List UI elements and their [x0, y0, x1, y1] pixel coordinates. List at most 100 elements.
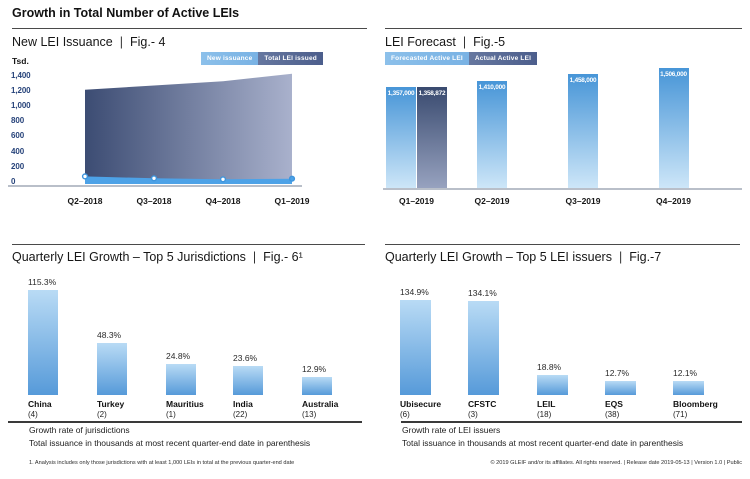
legend-chip-forecasted-active-lei: Forecasted Active LEI: [385, 52, 469, 65]
fig5-bar-actual-q1: 1,358,872: [417, 87, 447, 188]
fig7-title-text: Quarterly LEI Growth – Top 5 LEI issuers: [385, 250, 612, 264]
fig7-title: Quarterly LEI Growth – Top 5 LEI issuers…: [385, 250, 661, 264]
fig5-bar-forecast-q1: 1,357,000: [386, 87, 416, 188]
fig5-x-label: Q2–2019: [474, 196, 510, 206]
fig7-value-label: 134.9%: [400, 287, 429, 297]
fig7-bar-bloomberg: [673, 381, 704, 395]
fig6-caption-line1: Growth rate of jurisdictions: [29, 425, 130, 435]
fig7-value-label: 18.8%: [537, 362, 562, 373]
fig7-category-label: EQS: [605, 399, 623, 409]
fig6-category-label: India: [233, 399, 253, 409]
fig5-bar-forecast-q1-value: 1,357,000: [387, 90, 415, 98]
fig4-new-issuance-area: [85, 176, 292, 184]
fig7-category-sublabel: (38): [605, 410, 620, 419]
fig5-bar-forecast-q2-value: 1,410,000: [478, 83, 506, 91]
fig6-category-sublabel: (2): [97, 410, 107, 419]
fig4-y-tick: 1,200: [11, 85, 31, 95]
fig7-category-label: Bloomberg: [673, 399, 718, 409]
fig7-category-sublabel: (71): [673, 410, 688, 419]
fig7-category-label: Ubisecure: [400, 399, 442, 409]
fig6-value-label: 115.3%: [28, 277, 57, 287]
fig7-fig-label: Fig.-7: [629, 250, 662, 264]
fig5-bar-forecast-q2: 1,410,000: [477, 80, 507, 188]
fig5-title: LEI Forecast | Fig.-5: [385, 35, 505, 49]
fig5-bar-actual-q1-value: 1,358,872: [418, 90, 446, 97]
fig5-title-text: LEI Forecast: [385, 35, 456, 49]
fig4-x-label: Q2–2018: [67, 196, 103, 206]
fig4-data-marker: [81, 173, 89, 180]
fig4-y-tick: 400: [11, 146, 25, 156]
fig4-total-lei-area: [85, 73, 292, 184]
pipe-separator: |: [252, 250, 257, 264]
fig4-x-label: Q4–2018: [205, 196, 241, 206]
fig4-y-tick: 1,400: [11, 70, 31, 80]
divider-top-right: [385, 28, 742, 29]
legend-chip-actual-active-lei: Actual Active LEI: [468, 52, 538, 65]
fig6-category-label: China: [28, 399, 52, 409]
fig7-bar-eqs: [605, 380, 636, 395]
fig7-category-sublabel: (18): [537, 410, 552, 419]
pipe-separator: |: [462, 35, 467, 49]
fig7-category-label: CFSTC: [468, 399, 497, 409]
legend-chip-new-issuance: New issuance: [201, 52, 259, 65]
fig4-title: New LEI Issuance | Fig.- 4: [12, 35, 165, 49]
fig6-title-text: Quarterly LEI Growth – Top 5 Jurisdictio…: [12, 250, 246, 264]
fig6-title: Quarterly LEI Growth – Top 5 Jurisdictio…: [12, 250, 303, 264]
fig6-bar-turkey: [97, 342, 127, 395]
fig4-x-label: Q3–2018: [136, 196, 172, 206]
fig6-category-label: Australia: [302, 399, 339, 409]
fig7-value-label: 12.1%: [673, 368, 698, 379]
fig6-value-label: 23.6%: [233, 352, 258, 363]
fig7-category-sublabel: (3): [468, 410, 478, 419]
fig6-bar-india: [233, 365, 263, 395]
footnote: 1. Analysis includes only those jurisdic…: [29, 460, 295, 466]
divider-footer-left: [8, 421, 362, 423]
fig4-data-marker: [150, 175, 158, 182]
fig5-x-label: Q4–2019: [656, 196, 691, 206]
fig4-y-tick: 200: [11, 161, 25, 171]
fig6-value-label: 12.9%: [302, 363, 327, 374]
divider-mid-right: [385, 244, 740, 245]
fig7-caption-line1: Growth rate of LEI issuers: [402, 425, 501, 435]
fig4-y-tick: 1,000: [11, 100, 31, 110]
fig7-category-label: LEIL: [537, 399, 556, 409]
fig4-data-marker: [288, 175, 296, 182]
fig7-bar-ubisecure: [400, 300, 431, 395]
fig6-category-sublabel: (13): [302, 410, 317, 419]
divider-mid-left: [12, 244, 365, 245]
fig5-baseline: [383, 188, 742, 190]
fig6-category-label: Turkey: [97, 399, 125, 409]
fig5-bar-forecast-q4: 1,506,000: [658, 68, 689, 188]
fig7-category-sublabel: (6): [400, 410, 410, 419]
copyright-line: © 2019 GLEIF and/or its affiliates. All …: [490, 460, 742, 466]
page-title: Growth in Total Number of Active LEIs: [12, 6, 240, 20]
fig4-data-marker: [219, 176, 227, 183]
pipe-separator: |: [119, 35, 123, 49]
fig6-value-label: 24.8%: [166, 351, 191, 362]
fig4-unit-label: Tsd.: [12, 56, 29, 66]
fig6-bar-australia: [302, 376, 332, 395]
fig6-category-sublabel: (22): [233, 410, 248, 419]
fig5-x-label: Q3–2019: [565, 196, 601, 206]
divider-footer-right: [401, 421, 742, 423]
fig5-legend: Forecasted Active LEI Actual Active LEI: [385, 52, 538, 65]
fig4-legend: New issuance Total LEI issued: [201, 52, 323, 65]
fig5-bar-forecast-q4-value: 1,506,000: [660, 71, 687, 79]
fig4-y-tick: 600: [11, 131, 25, 141]
fig4-y-tick: 800: [11, 116, 25, 126]
fig7-bar-cfstc: [468, 300, 499, 395]
fig4-title-text: New LEI Issuance: [12, 35, 113, 49]
fig6-fig-label: Fig.- 6¹: [263, 250, 303, 264]
fig4-fig-label: Fig.- 4: [130, 35, 166, 49]
fig4-baseline: [8, 185, 302, 187]
fig4-x-label: Q1–2019: [274, 196, 310, 206]
legend-chip-total-lei-issued: Total LEI issued: [258, 52, 323, 65]
fig6-caption-line2: Total issuance in thousands at most rece…: [29, 438, 311, 448]
fig6-value-label: 48.3%: [97, 329, 122, 340]
fig5-bar-forecast-q3-value: 1,458,000: [569, 77, 597, 85]
fig6-category-sublabel: (4): [28, 410, 38, 419]
fig4-y-tick: 0: [11, 177, 16, 186]
divider-top-left: [12, 28, 367, 29]
fig7-caption-line2: Total issuance in thousands at most rece…: [402, 438, 684, 448]
